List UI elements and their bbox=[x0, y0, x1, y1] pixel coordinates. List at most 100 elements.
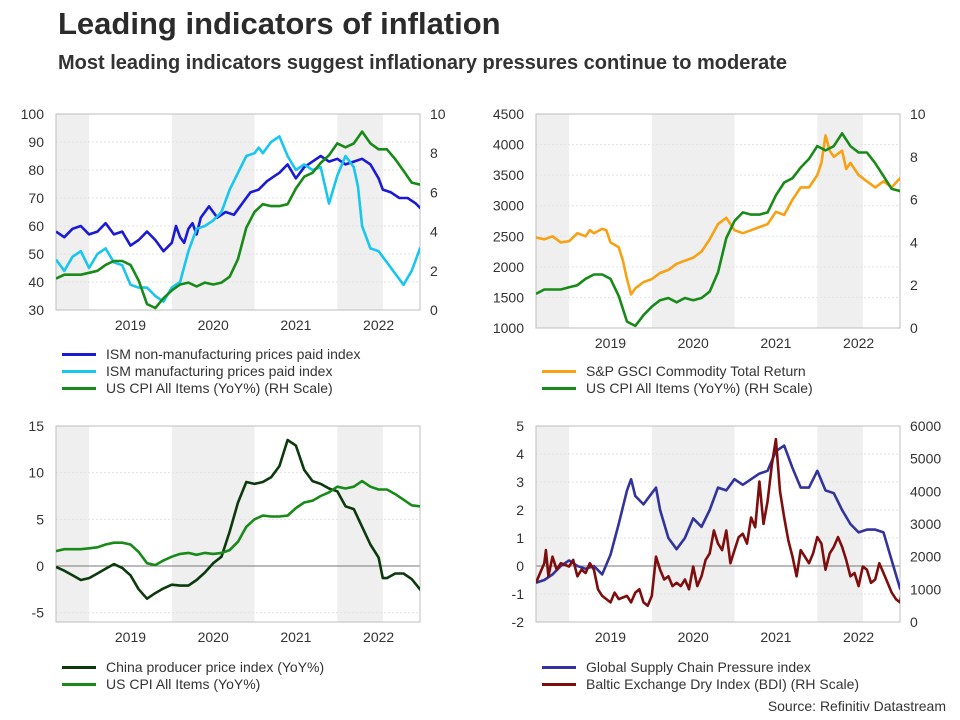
x-tick: 2020 bbox=[678, 335, 709, 351]
legend-label: US CPI All Items (YoY%) (RH Scale) bbox=[586, 380, 813, 396]
y-tick-left: 5 bbox=[516, 418, 524, 434]
y-tick-left: 30 bbox=[28, 302, 44, 318]
x-tick: 2021 bbox=[760, 629, 791, 645]
x-tick: 2022 bbox=[843, 629, 874, 645]
x-tick: 2021 bbox=[760, 335, 791, 351]
x-tick: 2019 bbox=[595, 629, 626, 645]
y-tick-left: 0 bbox=[516, 558, 524, 574]
y-tick-right: 6 bbox=[910, 192, 918, 208]
y-tick-left: 90 bbox=[28, 134, 44, 150]
series-line-0 bbox=[56, 154, 420, 253]
y-tick-right: 10 bbox=[910, 106, 926, 122]
page-subtitle: Most leading indicators suggest inflatio… bbox=[58, 52, 788, 74]
legend-swatch bbox=[542, 666, 576, 669]
legend-ppi: China producer price index (YoY%) US CPI … bbox=[62, 659, 324, 693]
y-tick-left: 4000 bbox=[493, 137, 524, 153]
plot-frame bbox=[55, 425, 421, 623]
legend-item: US CPI All Items (YoY%) bbox=[62, 676, 324, 693]
page-title: Leading indicators of inflation bbox=[58, 6, 501, 41]
x-tick: 2020 bbox=[198, 317, 229, 333]
y-tick-left: -2 bbox=[512, 614, 525, 630]
chart-supply-chain: -2 -1 0 1 2 3 4 5 0 1000 2000 3000 4000 5000 6000 2019 2… bbox=[512, 418, 942, 645]
series-line-1 bbox=[56, 479, 420, 567]
series-line-1 bbox=[56, 135, 420, 303]
shaded-band bbox=[536, 114, 570, 328]
y-tick-left: 0 bbox=[36, 558, 44, 574]
legend-swatch bbox=[62, 683, 96, 686]
shaded-band bbox=[536, 426, 570, 622]
legend-item: US CPI All Items (YoY%) (RH Scale) bbox=[62, 380, 360, 397]
x-tick: 2019 bbox=[115, 629, 146, 645]
x-tick: 2020 bbox=[198, 629, 229, 645]
legend-label: Baltic Exchange Dry Index (BDI) (RH Scal… bbox=[586, 676, 860, 692]
legend-item: ISM manufacturing prices paid index bbox=[62, 363, 360, 380]
legend-swatch bbox=[542, 683, 576, 686]
chart-gsci: 1000 1500 2000 2500 3000 3500 4000 4500 0 2 4 6 8 10 2… bbox=[493, 106, 926, 351]
y-tick-left: 1500 bbox=[493, 289, 524, 305]
y-tick-left: 70 bbox=[28, 190, 44, 206]
y-tick-left: 100 bbox=[21, 106, 45, 122]
legend-gsci: S&P GSCI Commodity Total Return US CPI Al… bbox=[542, 363, 813, 397]
x-tick: 2022 bbox=[363, 317, 394, 333]
legend-item: S&P GSCI Commodity Total Return bbox=[542, 363, 813, 380]
series-line-1 bbox=[536, 437, 900, 607]
y-tick-right: 1000 bbox=[910, 581, 941, 597]
y-tick-left: 60 bbox=[28, 218, 44, 234]
series-line-0 bbox=[536, 444, 900, 591]
y-tick-right: 3000 bbox=[910, 516, 941, 532]
legend-label: China producer price index (YoY%) bbox=[106, 659, 325, 675]
shaded-band bbox=[56, 426, 90, 622]
legend-label: Global Supply Chain Pressure index bbox=[586, 659, 811, 675]
legend-swatch bbox=[62, 666, 96, 669]
y-tick-right: 4000 bbox=[910, 483, 941, 499]
y-tick-right: 4 bbox=[910, 234, 918, 250]
legend-label: US CPI All Items (YoY%) (RH Scale) bbox=[106, 380, 333, 396]
y-tick-left: 4 bbox=[516, 446, 524, 462]
chart-ism-prices: 30 40 50 60 70 80 90 100 0 2 4 6 8 10 2019 2020 2021 2022 bbox=[21, 106, 446, 333]
y-tick-right: 5000 bbox=[910, 451, 941, 467]
legend-swatch bbox=[62, 387, 96, 390]
y-tick-right: 0 bbox=[910, 614, 918, 630]
x-tick: 2021 bbox=[280, 317, 311, 333]
y-tick-left: 5 bbox=[36, 511, 44, 527]
y-tick-left: 1000 bbox=[493, 320, 524, 336]
x-tick: 2020 bbox=[678, 629, 709, 645]
legend-label: US CPI All Items (YoY%) bbox=[106, 676, 261, 692]
legend-item: China producer price index (YoY%) bbox=[62, 659, 324, 676]
y-tick-right: 8 bbox=[430, 145, 438, 161]
y-tick-left: 2500 bbox=[493, 228, 524, 244]
legend-swatch bbox=[62, 353, 96, 356]
shaded-band bbox=[56, 114, 90, 310]
y-tick-right: 2 bbox=[910, 277, 918, 293]
x-tick: 2022 bbox=[843, 335, 874, 351]
y-tick-left: 3000 bbox=[493, 198, 524, 214]
legend-gscpi: Global Supply Chain Pressure index Baltic… bbox=[542, 659, 859, 693]
legend-item: US CPI All Items (YoY%) (RH Scale) bbox=[542, 380, 813, 397]
y-tick-right: 2 bbox=[430, 263, 438, 279]
plot-frame bbox=[535, 425, 901, 623]
y-tick-left: 50 bbox=[28, 246, 44, 262]
legend-label: S&P GSCI Commodity Total Return bbox=[586, 363, 806, 379]
series-line-2 bbox=[56, 130, 420, 310]
x-tick: 2022 bbox=[363, 629, 394, 645]
y-tick-left: 2 bbox=[516, 502, 524, 518]
y-tick-right: 0 bbox=[430, 302, 438, 318]
y-tick-right: 8 bbox=[910, 149, 918, 165]
shaded-band bbox=[171, 426, 255, 622]
y-tick-left: -1 bbox=[512, 586, 525, 602]
y-tick-left: 1 bbox=[516, 530, 524, 546]
y-tick-left: 15 bbox=[28, 418, 44, 434]
legend-swatch bbox=[62, 370, 96, 373]
legend-ism: ISM non-manufacturing prices paid index I… bbox=[62, 346, 360, 397]
legend-label: ISM manufacturing prices paid index bbox=[106, 363, 333, 379]
y-tick-left: 2000 bbox=[493, 259, 524, 275]
shaded-band bbox=[817, 426, 863, 622]
series-line-0 bbox=[56, 438, 420, 600]
x-tick: 2021 bbox=[280, 629, 311, 645]
legend-item: Global Supply Chain Pressure index bbox=[542, 659, 859, 676]
legend-swatch bbox=[542, 370, 576, 373]
plot-frame bbox=[55, 113, 421, 311]
x-tick: 2019 bbox=[115, 317, 146, 333]
y-tick-right: 0 bbox=[910, 320, 918, 336]
chart-china-ppi: -5 0 5 10 15 2019 2020 2021 2022 bbox=[28, 418, 421, 645]
